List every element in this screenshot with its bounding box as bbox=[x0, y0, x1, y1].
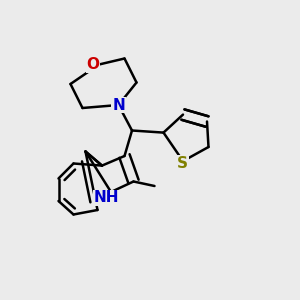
Text: O: O bbox=[86, 57, 100, 72]
Text: NH: NH bbox=[94, 190, 119, 206]
Text: N: N bbox=[112, 98, 125, 112]
Text: S: S bbox=[177, 156, 188, 171]
